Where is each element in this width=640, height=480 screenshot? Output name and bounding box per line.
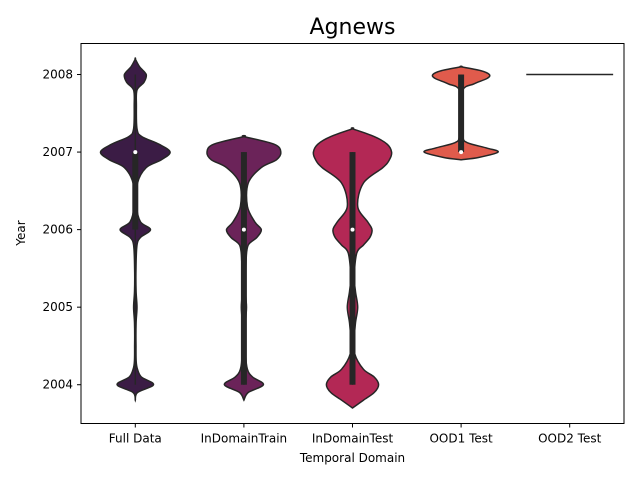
x-tick-label: OOD2 Test [538, 432, 602, 446]
violin-median-point [241, 227, 246, 232]
violin-iqr-box [240, 152, 247, 385]
y-tick-label: 2008 [42, 68, 73, 82]
violin-indomaintest [312, 127, 393, 409]
x-tick-label: InDomainTrain [201, 432, 288, 446]
violin-median-point [459, 150, 464, 155]
x-tick-label: Full Data [109, 432, 162, 446]
violin-median-point [133, 150, 138, 155]
y-tick-label: 2005 [42, 300, 73, 314]
x-axis: Full Data InDomainTrain InDomainTest OOD1 T… [109, 423, 602, 446]
y-tick-label: 2004 [42, 378, 73, 392]
y-axis-label: Year [14, 220, 28, 246]
violin-median-point [350, 227, 355, 232]
y-tick-label: 2006 [42, 223, 73, 237]
violin-iqr-box [349, 152, 356, 385]
violin-iqr-box [458, 74, 465, 153]
y-tick-label: 2007 [42, 145, 73, 159]
violin-full-data [99, 57, 171, 403]
x-tick-label: InDomainTest [312, 432, 394, 446]
violin-indomaintrain [206, 134, 282, 402]
x-axis-label: Temporal Domain [299, 451, 405, 465]
y-axis: 2004 2005 2006 2007 2008 [42, 68, 81, 392]
chart-title: Agnews [310, 15, 396, 40]
violin-iqr-box [132, 152, 139, 230]
plot-area [99, 57, 614, 409]
x-tick-label: OOD1 Test [429, 432, 493, 446]
violin-ood1-test [423, 65, 499, 161]
